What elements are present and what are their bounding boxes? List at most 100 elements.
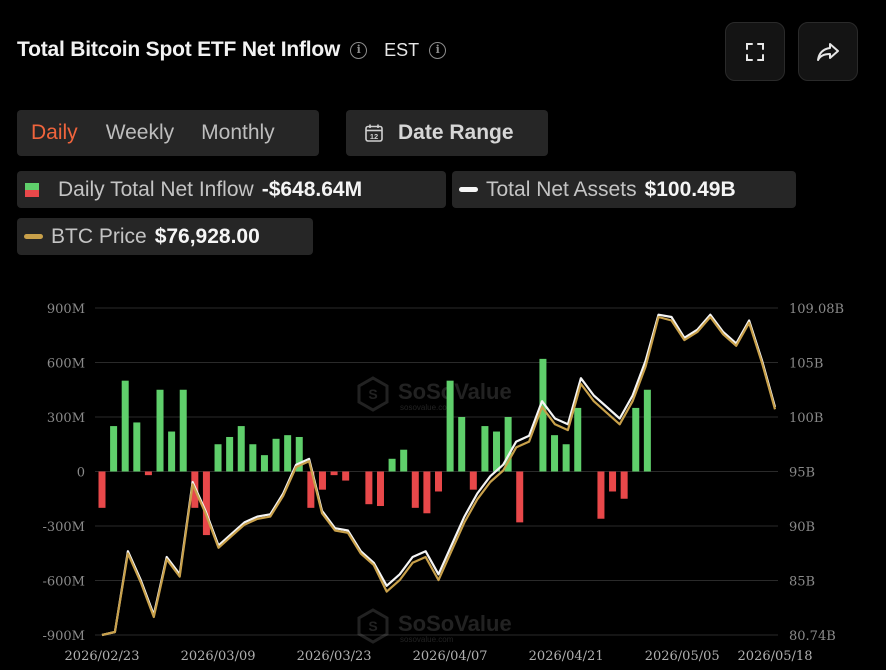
inflow-bar xyxy=(179,389,187,472)
tab-monthly[interactable]: Monthly xyxy=(201,121,275,144)
legend-btc-value: $76,928.00 xyxy=(154,224,260,248)
chart-plot[interactable]: S SoSoValue sosovalue.com S SoSoValue so… xyxy=(0,290,886,670)
btc-swatch-icon xyxy=(24,234,43,239)
page-title: Total Bitcoin Spot ETF Net Inflow xyxy=(17,38,341,61)
left-tick-label: 900M xyxy=(47,302,85,317)
x-tick-label: 2026/04/07 xyxy=(413,649,488,664)
btc-price-line xyxy=(101,315,777,637)
right-tick-label: 109.08B xyxy=(789,302,844,317)
inflow-bar xyxy=(411,471,419,508)
inflow-bar xyxy=(481,426,489,472)
series-lines xyxy=(101,313,777,637)
inflow-bar xyxy=(156,389,164,472)
share-button[interactable] xyxy=(798,22,858,81)
date-range-label: Date Range xyxy=(398,121,514,144)
legend-btc-name: BTC Price xyxy=(51,224,147,248)
inflow-bar xyxy=(516,471,524,523)
inflow-bar xyxy=(446,380,454,472)
x-tick-label: 2026/02/23 xyxy=(65,649,140,664)
date-range-button[interactable]: 12 Date Range xyxy=(346,110,548,156)
left-axis: 900M 600M 300M 0 -300M -600M -900M xyxy=(42,302,85,644)
inflow-bar xyxy=(249,444,257,472)
legend-inflow-name: Daily Total Net Inflow xyxy=(58,177,254,201)
inflow-bar xyxy=(318,471,326,490)
inflow-bar xyxy=(562,444,570,472)
inflow-bar xyxy=(214,444,222,472)
x-tick-label: 2026/05/18 xyxy=(738,649,813,664)
right-tick-label: 105B xyxy=(789,357,823,372)
inflow-bar xyxy=(260,455,268,472)
watermark-name: SoSoValue xyxy=(398,379,512,404)
inflow-bar xyxy=(458,417,466,472)
inflow-swatch-icon xyxy=(25,182,39,197)
right-tick-label: 85B xyxy=(789,575,815,590)
legend-assets-name: Total Net Assets xyxy=(486,177,637,201)
x-tick-label: 2026/03/09 xyxy=(181,649,256,664)
info-icon[interactable]: i xyxy=(350,41,368,59)
right-tick-label: 95B xyxy=(789,466,815,481)
x-tick-label: 2026/04/21 xyxy=(529,649,604,664)
inflow-bar xyxy=(144,471,152,476)
inflow-bar xyxy=(609,471,617,492)
chart-header: Total Bitcoin Spot ETF Net Inflow i EST … xyxy=(17,38,447,62)
inflow-bar xyxy=(551,435,559,472)
inflow-bar xyxy=(620,471,628,499)
inflow-bar xyxy=(469,471,477,490)
inflow-bar xyxy=(121,380,129,472)
watermark-domain: sosovalue.com xyxy=(400,403,454,412)
inflow-bar xyxy=(110,426,118,472)
inflow-bar xyxy=(133,422,141,472)
left-tick-label: -900M xyxy=(42,629,85,644)
x-tick-label: 2026/03/23 xyxy=(297,649,372,664)
fullscreen-button[interactable] xyxy=(725,22,785,81)
tab-daily[interactable]: Daily xyxy=(31,121,78,144)
left-tick-label: 600M xyxy=(47,357,85,372)
inflow-bar xyxy=(400,449,408,472)
fullscreen-icon xyxy=(746,42,764,61)
calendar-icon: 12 xyxy=(364,123,384,143)
assets-swatch-icon xyxy=(459,187,478,192)
inflow-bar xyxy=(597,471,605,519)
inflow-bar xyxy=(376,471,384,507)
tab-weekly[interactable]: Weekly xyxy=(105,121,175,144)
inflow-bar xyxy=(237,426,245,472)
inflow-bar xyxy=(202,471,210,536)
inflow-bar xyxy=(295,436,303,472)
period-tabs: Daily Weekly Monthly xyxy=(17,110,319,156)
inflow-bar xyxy=(284,435,292,472)
timezone-info-icon[interactable]: i xyxy=(429,41,447,59)
share-icon xyxy=(817,42,839,61)
inflow-bar xyxy=(330,471,338,476)
watermark-name: SoSoValue xyxy=(398,611,512,636)
left-tick-label: 0 xyxy=(77,466,85,481)
inflow-bar xyxy=(504,417,512,472)
inflow-bars xyxy=(98,358,651,536)
svg-text:S: S xyxy=(368,618,377,634)
timezone-label: EST xyxy=(384,39,420,60)
watermark-domain: sosovalue.com xyxy=(400,635,454,644)
inflow-bar xyxy=(388,458,396,472)
legend-btc[interactable]: BTC Price $76,928.00 xyxy=(17,218,313,255)
inflow-bar xyxy=(435,471,442,492)
x-axis: 2026/02/23 2026/03/09 2026/03/23 2026/04/07… xyxy=(65,649,813,664)
right-tick-label: 90B xyxy=(789,520,815,535)
inflow-bar xyxy=(168,431,176,472)
inflow-bar xyxy=(574,407,582,472)
left-tick-label: 300M xyxy=(47,411,85,426)
left-tick-label: -300M xyxy=(42,520,85,535)
legend-inflow[interactable]: Daily Total Net Inflow -$648.64M xyxy=(17,171,446,208)
inflow-bar xyxy=(539,358,547,472)
inflow-bar xyxy=(98,471,106,508)
left-tick-label: -600M xyxy=(42,575,85,590)
legend-inflow-value: -$648.64M xyxy=(261,177,363,201)
x-tick-label: 2026/05/05 xyxy=(645,649,720,664)
inflow-bar xyxy=(632,407,640,472)
right-tick-label: 80.74B xyxy=(789,629,836,644)
legend-assets[interactable]: Total Net Assets $100.49B xyxy=(452,171,796,208)
right-tick-label: 100B xyxy=(789,411,823,426)
inflow-bar xyxy=(423,471,431,514)
watermark: S SoSoValue sosovalue.com S SoSoValue so… xyxy=(357,376,512,644)
inflow-bar xyxy=(365,471,373,505)
inflow-bar xyxy=(342,471,350,481)
inflow-bar xyxy=(226,436,234,472)
